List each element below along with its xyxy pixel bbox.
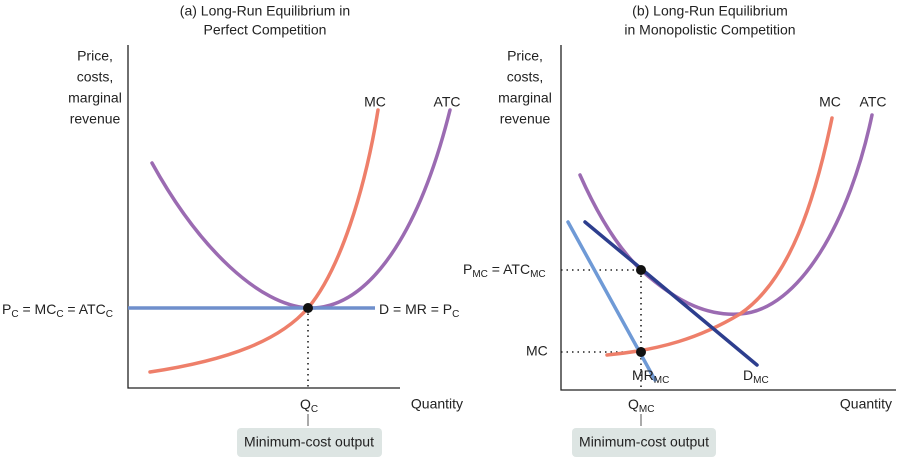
mc-curve (605, 116, 834, 357)
t: C (11, 309, 18, 320)
title-line: (a) Long-Run Equilibrium in (180, 3, 350, 19)
t: C (311, 404, 318, 415)
y-label: costs, (507, 69, 544, 85)
t: D (743, 367, 753, 383)
t: = ATC (64, 301, 106, 317)
q-label: QC (300, 396, 318, 415)
mr-label: MRMC (632, 367, 669, 386)
mc-label: MC (364, 94, 386, 110)
title-line: (b) Long-Run Equilibrium (632, 3, 788, 19)
y-label: marginal (68, 90, 122, 106)
axes (560, 45, 896, 391)
atc-label: ATC (434, 94, 461, 110)
t: MC (654, 375, 670, 386)
label-box (572, 428, 716, 457)
t: = ATC (488, 261, 530, 277)
panel-b: (b) Long-Run Equilibrium in Monopolistic… (463, 3, 896, 457)
demand-label: D = MR = PC (379, 301, 459, 320)
atc-curve (150, 108, 452, 310)
panel-a: (a) Long-Run Equilibrium in Perfect Comp… (2, 3, 463, 457)
t: C (106, 309, 113, 320)
t: MC (639, 404, 655, 415)
price-label: PMC = ATCMC (463, 261, 546, 280)
t: P (463, 261, 472, 277)
y-label: marginal (498, 90, 552, 106)
title-line: Perfect Competition (204, 22, 327, 38)
d-label: DMC (743, 367, 769, 386)
demand-line (583, 220, 759, 367)
y-label: Price, (77, 48, 113, 64)
axes (127, 45, 400, 389)
t: C (56, 309, 63, 320)
t: MC (472, 269, 488, 280)
x-label: Quantity (411, 396, 463, 412)
label-box (237, 428, 382, 457)
t: C (452, 309, 459, 320)
t: Q (628, 396, 639, 412)
price-label: PC = MCC = ATCC (2, 301, 113, 320)
y-label: costs, (77, 69, 114, 85)
mc-dot (636, 347, 646, 357)
t: MC (753, 375, 769, 386)
t: Q (300, 396, 311, 412)
box-label: Minimum-cost output (244, 434, 374, 450)
atc-curve (578, 113, 874, 316)
t: D = MR = P (379, 301, 452, 317)
equilibrium-dot (303, 303, 313, 313)
mc-level-label: MC (526, 343, 548, 359)
y-label: Price, (507, 48, 543, 64)
y-label: revenue (500, 111, 551, 127)
title-line: in Monopolistic Competition (624, 22, 795, 38)
q-label: QMC (628, 396, 654, 415)
box-label: Minimum-cost output (579, 434, 709, 450)
mc-curve (148, 108, 380, 374)
t: MC (530, 269, 546, 280)
atc-label: ATC (860, 94, 887, 110)
t: P (2, 301, 11, 317)
t: MR (632, 367, 654, 383)
y-label: revenue (70, 111, 121, 127)
equilibrium-dot (636, 265, 646, 275)
mc-label: MC (819, 94, 841, 110)
x-label: Quantity (840, 396, 892, 412)
t: = MC (19, 301, 57, 317)
